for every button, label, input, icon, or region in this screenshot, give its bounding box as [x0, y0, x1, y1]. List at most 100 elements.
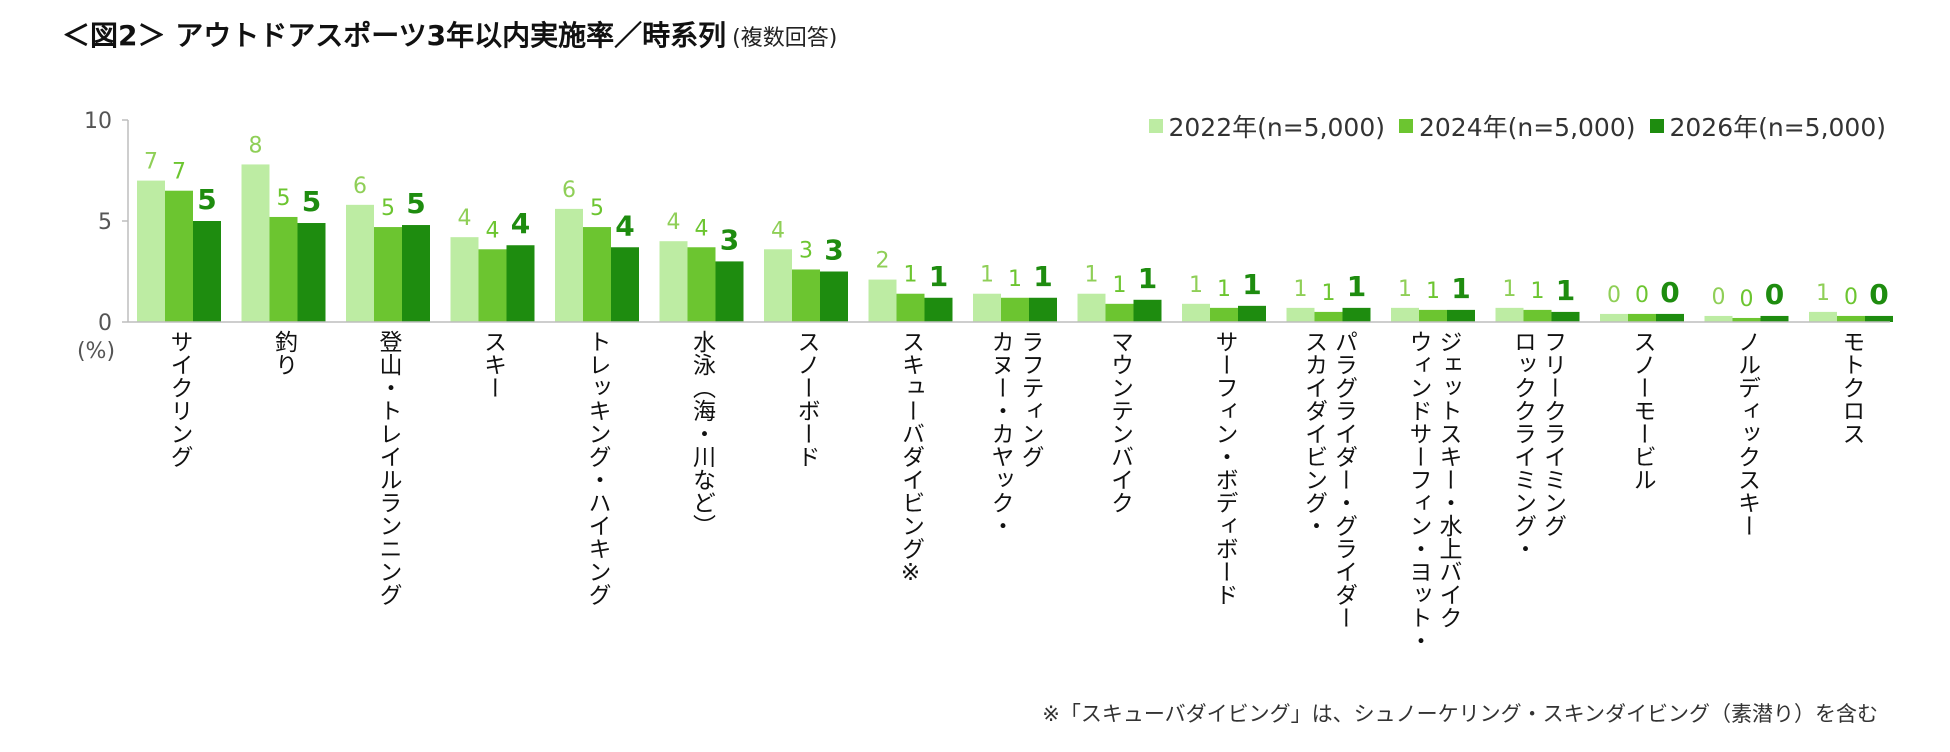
y-tick-label: 0	[98, 311, 112, 336]
data-label-2026: 3	[720, 223, 739, 256]
data-label-2026: 5	[197, 183, 216, 216]
bar-2024	[896, 293, 925, 322]
legend-label-2024: 2024年(n=5,000)	[1419, 113, 1636, 142]
data-label-2024: 1	[1426, 279, 1440, 304]
bar-2022	[1809, 311, 1837, 322]
data-label-2026: 5	[302, 185, 321, 218]
bar-2026	[1760, 315, 1789, 322]
footnote: ※「スキューバダイビング」は、シュノーケリング・スキンダイビング（素潜り）を含む	[1042, 702, 1878, 726]
bar-2022	[450, 237, 479, 322]
bar-2024	[165, 190, 193, 322]
bar-2024	[1105, 303, 1134, 322]
legend-item-2022: 2022年(n=5,000)	[1148, 108, 1386, 144]
legend-swatch-2022	[1148, 119, 1163, 133]
bar-2022	[241, 164, 270, 322]
bar-2024	[1419, 309, 1447, 322]
bar-2022	[868, 279, 897, 322]
x-category-label: 釣り	[271, 330, 299, 376]
data-label-2024: 1	[1217, 277, 1231, 302]
legend-item-2024: 2024年(n=5,000)	[1399, 108, 1636, 144]
data-label-2022: 1	[1085, 263, 1099, 288]
data-label-2026: 1	[1138, 262, 1157, 295]
x-category-label: ロッククライミング・	[1510, 330, 1537, 560]
bar-2022	[1182, 303, 1210, 322]
data-label-2026: 0	[1869, 278, 1888, 311]
bar-2026	[924, 297, 953, 322]
bar-2026	[1865, 315, 1893, 322]
data-label-2022: 1	[1816, 281, 1830, 306]
data-label-2022: 0	[1712, 285, 1726, 310]
bar-2022	[1286, 307, 1315, 322]
bar-2024	[1837, 315, 1865, 322]
data-label-2022: 4	[458, 206, 472, 231]
data-label-2026: 0	[1765, 278, 1784, 311]
bar-2026	[193, 221, 221, 322]
bar-2026	[820, 271, 848, 322]
data-label-2022: 8	[249, 133, 263, 158]
bar-2024	[269, 216, 298, 322]
data-label-2024: 1	[1008, 267, 1022, 292]
chart-title-block: ＜図2＞ アウトドアスポーツ3年以内実施率／時系列 (複数回答)	[62, 14, 837, 54]
data-label-2022: 1	[980, 263, 994, 288]
data-label-2022: 4	[667, 210, 681, 235]
bar-2024	[1628, 313, 1656, 322]
x-category-label: ラフティング	[1017, 330, 1044, 468]
data-label-2022: 1	[1189, 273, 1203, 298]
data-label-2022: 1	[1294, 277, 1308, 302]
x-category-label: マウンテンバイク	[1107, 330, 1134, 514]
bar-2024	[1732, 317, 1761, 322]
data-label-2024: 5	[381, 196, 395, 221]
data-label-2024: 4	[486, 218, 500, 243]
x-category-label: サーフィン・ボディボード	[1211, 330, 1238, 606]
legend-label-2022: 2022年(n=5,000)	[1168, 113, 1386, 142]
data-label-2022: 6	[562, 178, 576, 203]
x-category-label: 登山・トレイルランニング	[375, 330, 403, 606]
data-label-2024: 4	[695, 216, 709, 241]
data-label-2026: 1	[1451, 272, 1470, 305]
data-label-2026: 0	[1660, 276, 1679, 309]
data-label-2026: 4	[615, 209, 634, 242]
bar-2026	[1551, 311, 1580, 322]
bar-2022	[1704, 315, 1733, 322]
bar-2026	[1656, 313, 1684, 322]
data-label-2022: 6	[353, 174, 367, 199]
x-category-label: パラグライダー・グライダー	[1331, 330, 1358, 629]
x-category-label: カヌー・カヤック・	[987, 330, 1014, 537]
bar-2026	[1133, 299, 1162, 322]
data-label-2026: 1	[1347, 270, 1366, 303]
data-label-2026: 1	[1242, 268, 1261, 301]
data-label-2024: 5	[277, 186, 291, 211]
bar-2026	[715, 261, 744, 322]
data-label-2024: 1	[904, 263, 918, 288]
data-label-2024: 3	[799, 238, 813, 263]
bar-2024	[1001, 297, 1029, 322]
bar-2024	[1314, 311, 1343, 322]
data-label-2024: 0	[1844, 285, 1858, 310]
bar-2024	[583, 227, 611, 322]
data-label-2024: 0	[1635, 283, 1649, 308]
x-category-label: スキー	[480, 330, 506, 399]
data-label-2024: 5	[590, 196, 604, 221]
x-category-label: 水泳（海・川など）	[689, 330, 717, 537]
bar-2026	[297, 223, 326, 322]
legend-swatch-2024	[1399, 119, 1413, 133]
bar-2024	[687, 247, 716, 322]
data-label-2022: 1	[1503, 277, 1517, 302]
bar-2026	[611, 247, 639, 322]
data-label-2022: 1	[1398, 277, 1412, 302]
bar-2022	[1495, 307, 1524, 322]
legend-item-2026: 2026年(n=5,000)	[1649, 108, 1886, 144]
bar-2024	[1523, 309, 1552, 322]
data-label-2024: 1	[1531, 279, 1545, 304]
y-unit-label: (%)	[77, 339, 115, 364]
x-category-label: フリークライミング	[1540, 330, 1567, 537]
bar-2022	[973, 293, 1001, 322]
bar-2026	[506, 245, 535, 322]
x-category-label: トレッキング・ハイキング	[584, 330, 611, 606]
y-tick-label: 10	[84, 109, 112, 134]
x-category-label: ジェットスキー・水上バイク	[1435, 330, 1463, 629]
y-tick-label: 5	[98, 210, 112, 235]
bar-2022	[659, 241, 688, 322]
bar-2022	[1600, 313, 1628, 322]
